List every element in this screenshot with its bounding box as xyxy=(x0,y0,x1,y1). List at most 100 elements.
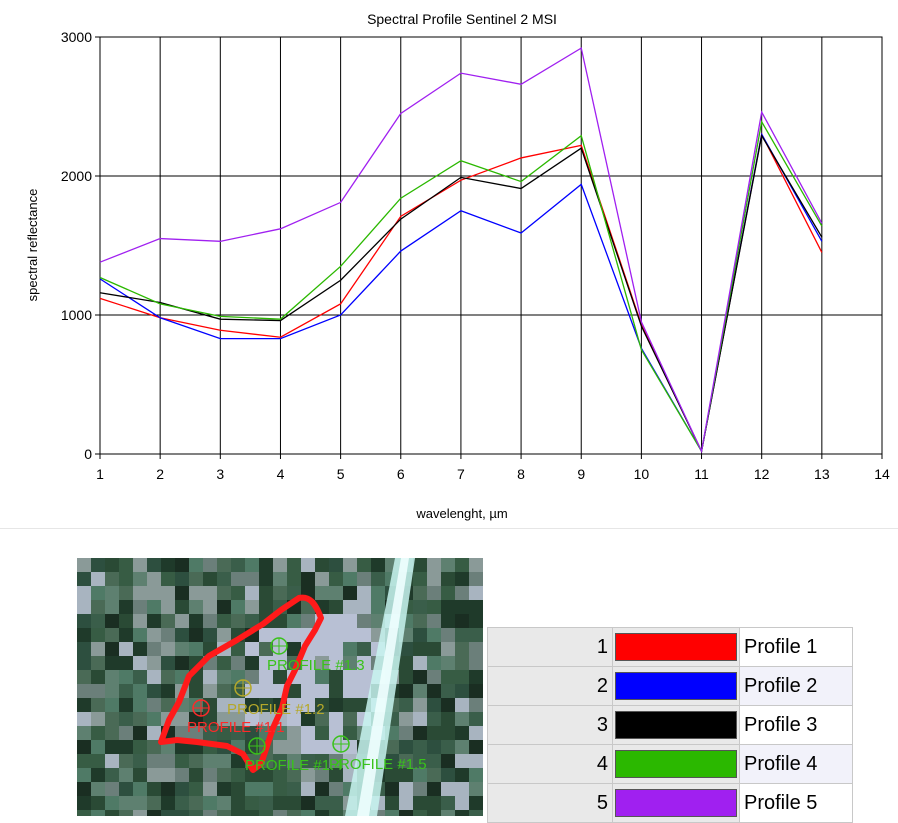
map-pixel xyxy=(469,740,483,754)
legend-swatch-cell[interactable] xyxy=(612,627,740,667)
map-pixel xyxy=(175,712,189,726)
legend-swatch-cell[interactable] xyxy=(612,783,740,823)
map-pixel xyxy=(455,614,469,628)
x-tick-label: 9 xyxy=(577,466,585,482)
map-pixel xyxy=(301,768,315,782)
map-pixel xyxy=(175,796,189,810)
map-pixel xyxy=(441,712,455,726)
map-pixel xyxy=(469,656,483,670)
profile-legend-table: 1 Profile 1 2 Profile 2 3 Profile 3 4 Profile 4… xyxy=(487,627,853,823)
map-pixel xyxy=(77,782,91,796)
map-pixel xyxy=(133,712,147,726)
map-pixel xyxy=(371,810,385,816)
map-pixel xyxy=(329,698,343,712)
satellite-map[interactable]: PROFILE #1.3 PROFILE #1.2 PROFILE #1.1 P… xyxy=(77,558,483,816)
legend-swatch-cell[interactable] xyxy=(612,744,740,784)
legend-color-swatch[interactable] xyxy=(615,633,737,661)
map-pixel xyxy=(455,782,469,796)
map-pixel xyxy=(203,670,217,684)
map-pixel xyxy=(301,670,315,684)
map-pixel xyxy=(441,782,455,796)
map-pixel xyxy=(427,726,441,740)
legend-color-swatch[interactable] xyxy=(615,789,737,817)
profile-marker-1-5[interactable]: PROFILE #1.5 xyxy=(329,735,427,773)
profile-marker-1-3[interactable]: PROFILE #1.3 xyxy=(267,637,365,674)
map-pixel xyxy=(315,586,329,600)
map-pixel xyxy=(231,768,245,782)
map-pixel xyxy=(147,712,161,726)
map-pixel xyxy=(469,600,483,614)
map-pixel xyxy=(175,628,189,642)
river-strip-core xyxy=(357,558,409,816)
map-pixel xyxy=(119,600,133,614)
map-pixel xyxy=(343,586,357,600)
map-pixel xyxy=(105,656,119,670)
map-pixel xyxy=(413,712,427,726)
legend-swatch-cell[interactable] xyxy=(612,666,740,706)
map-pixel xyxy=(175,614,189,628)
map-pixel xyxy=(203,698,217,712)
map-pixel xyxy=(175,558,189,572)
map-pixel xyxy=(119,768,133,782)
map-pixel xyxy=(343,754,357,768)
map-pixel xyxy=(343,656,357,670)
map-pixel xyxy=(245,796,259,810)
map-pixel xyxy=(231,586,245,600)
map-pixel xyxy=(273,754,287,768)
map-pixel xyxy=(189,796,203,810)
map-pixel xyxy=(315,684,329,698)
map-pixel xyxy=(469,614,483,628)
legend-swatch-cell[interactable] xyxy=(612,705,740,745)
map-pixel xyxy=(105,782,119,796)
legend-row[interactable]: 3 Profile 3 xyxy=(487,705,853,745)
map-pixel xyxy=(413,614,427,628)
map-pixel xyxy=(105,670,119,684)
legend-row[interactable]: 2 Profile 2 xyxy=(487,666,853,706)
legend-row-number: 3 xyxy=(487,705,613,745)
profile-marker-1-1[interactable]: PROFILE #1.1 xyxy=(187,699,285,736)
map-pixel xyxy=(385,754,399,768)
map-pixel xyxy=(287,740,301,754)
map-pixel xyxy=(315,558,329,572)
map-pixel xyxy=(399,684,413,698)
series-lines xyxy=(99,47,823,454)
map-pixel xyxy=(427,642,441,656)
legend-color-swatch[interactable] xyxy=(615,711,737,739)
legend-color-swatch[interactable] xyxy=(615,672,737,700)
legend-color-swatch[interactable] xyxy=(615,750,737,778)
legend-row[interactable]: 5 Profile 5 xyxy=(487,783,853,823)
profile-marker-1-4[interactable]: PROFILE #1.4 xyxy=(245,737,343,774)
map-pixel xyxy=(301,656,315,670)
map-pixel xyxy=(329,782,343,796)
map-pixel xyxy=(273,572,287,586)
map-pixel xyxy=(245,558,259,572)
profile-marker-1-2[interactable]: PROFILE #1.2 xyxy=(227,679,325,718)
map-pixel xyxy=(371,614,385,628)
map-pixel xyxy=(105,740,119,754)
map-pixel xyxy=(427,586,441,600)
legend-row[interactable]: 1 Profile 1 xyxy=(487,627,853,667)
x-tick-labels: 1 2 3 4 5 6 7 8 9 10 11 12 13 14 xyxy=(96,466,890,482)
map-pixel xyxy=(161,656,175,670)
legend-profile-name: Profile 1 xyxy=(739,627,853,667)
map-pixel xyxy=(203,768,217,782)
map-pixel xyxy=(133,754,147,768)
map-pixel xyxy=(399,642,413,656)
profile-label-1-2: PROFILE #1.2 xyxy=(227,701,325,718)
map-pixel xyxy=(259,684,273,698)
map-pixel xyxy=(175,656,189,670)
map-pixel xyxy=(287,754,301,768)
map-pixel xyxy=(427,656,441,670)
map-pixel xyxy=(147,768,161,782)
map-pixel xyxy=(147,600,161,614)
map-pixel xyxy=(147,572,161,586)
map-pixel xyxy=(119,726,133,740)
map-pixel xyxy=(441,740,455,754)
map-pixel xyxy=(231,810,245,816)
legend-row[interactable]: 4 Profile 4 xyxy=(487,744,853,784)
map-pixel xyxy=(441,614,455,628)
map-pixel xyxy=(441,628,455,642)
map-pixel xyxy=(385,768,399,782)
map-pixel xyxy=(329,656,343,670)
map-pixel xyxy=(161,754,175,768)
